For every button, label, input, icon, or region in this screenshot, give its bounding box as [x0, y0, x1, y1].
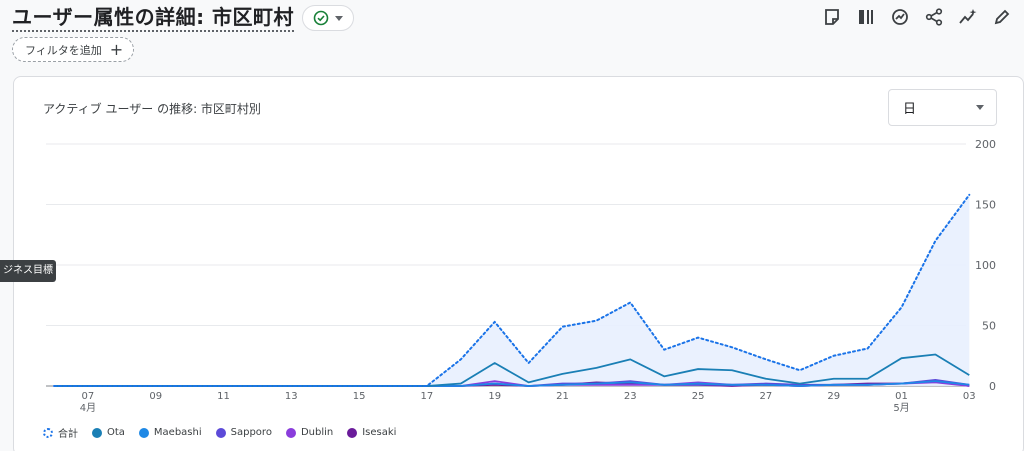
insights-icon — [892, 9, 908, 25]
granularity-select[interactable]: 日 — [888, 89, 997, 126]
share-icon — [925, 8, 943, 26]
x-tick-label: 25 — [692, 391, 705, 402]
x-tick-label: 09 — [149, 391, 162, 402]
status-chip[interactable] — [302, 5, 355, 31]
legend-item[interactable]: Ota — [92, 427, 125, 438]
add-filter-label: フィルタを追加 — [25, 43, 102, 57]
plus-icon: + — [109, 39, 124, 59]
legend-item[interactable]: Dublin — [285, 427, 334, 438]
legend-label: Isesaki — [362, 427, 397, 438]
x-tick-label: 03 — [963, 391, 976, 402]
check-circle-icon — [313, 10, 329, 26]
note-icon — [825, 9, 839, 25]
legend-swatch — [43, 427, 53, 438]
legend-label: Dublin — [300, 427, 334, 438]
y-tick-label: 50 — [982, 320, 996, 333]
total-area — [54, 194, 970, 386]
legend-item[interactable]: Maebashi — [138, 427, 202, 438]
x-tick-label: 23 — [624, 391, 637, 402]
chevron-down-icon — [976, 105, 984, 110]
toolbar — [818, 4, 1016, 30]
x-tick-label: 13 — [285, 391, 298, 402]
x-tick-label: 17 — [421, 391, 434, 402]
x-tick-sublabel: 5月 — [893, 402, 909, 414]
legend-item[interactable]: Sapporo — [215, 427, 272, 438]
anomaly-button[interactable] — [954, 4, 982, 30]
legend-swatch — [215, 427, 226, 438]
legend-label: Sapporo — [230, 427, 272, 438]
chevron-down-icon — [335, 15, 344, 21]
chart-title: アクティブ ユーザー の推移: 市区町村別 — [43, 102, 261, 116]
y-tick-label: 150 — [975, 199, 996, 212]
anomaly-icon — [959, 9, 977, 24]
x-tick-label: 27 — [760, 391, 773, 402]
legend-swatch — [92, 427, 102, 438]
legend-item[interactable]: Isesaki — [347, 427, 396, 438]
x-tick-label: 19 — [488, 391, 501, 402]
add-filter-button[interactable]: フィルタを追加 + — [12, 37, 135, 62]
chart-legend: 合計 Ota Maebashi Sapporo Dublin Isesaki — [43, 425, 396, 440]
compare-icon — [859, 10, 873, 24]
x-tick-label: 07 — [82, 391, 95, 402]
x-tick-label: 21 — [556, 391, 569, 402]
edit-icon — [994, 9, 1010, 25]
legend-label: Ota — [107, 427, 125, 438]
y-tick-label: 200 — [975, 138, 996, 151]
tooltip: ジネス目標 — [0, 260, 56, 282]
legend-label: 合計 — [58, 429, 78, 440]
legend-swatch — [347, 427, 358, 438]
edit-button[interactable] — [988, 4, 1016, 30]
chart-card: アクティブ ユーザー の推移: 市区町村別 日 — [13, 76, 1024, 451]
legend-swatch — [138, 427, 149, 438]
x-tick-sublabel: 4月 — [80, 402, 96, 414]
y-tick-label: 0 — [989, 380, 996, 393]
granularity-value: 日 — [903, 102, 917, 117]
note-button[interactable] — [818, 4, 846, 30]
page-title[interactable]: ユーザー属性の詳細: 市区町村 — [12, 4, 295, 32]
legend-item[interactable]: 合計 — [43, 425, 78, 440]
series-line-total — [53, 193, 971, 387]
x-tick-label: 15 — [353, 391, 366, 402]
share-button[interactable] — [920, 4, 948, 30]
insights-button[interactable] — [886, 4, 914, 30]
y-tick-label: 100 — [975, 259, 996, 272]
x-tick-label: 01 — [895, 391, 908, 402]
legend-label: Maebashi — [153, 427, 202, 438]
x-tick-label: 11 — [217, 391, 230, 402]
legend-swatch — [285, 427, 296, 438]
compare-button[interactable] — [852, 4, 880, 30]
x-tick-label: 29 — [827, 391, 840, 402]
title-row: ユーザー属性の詳細: 市区町村 — [12, 4, 355, 32]
